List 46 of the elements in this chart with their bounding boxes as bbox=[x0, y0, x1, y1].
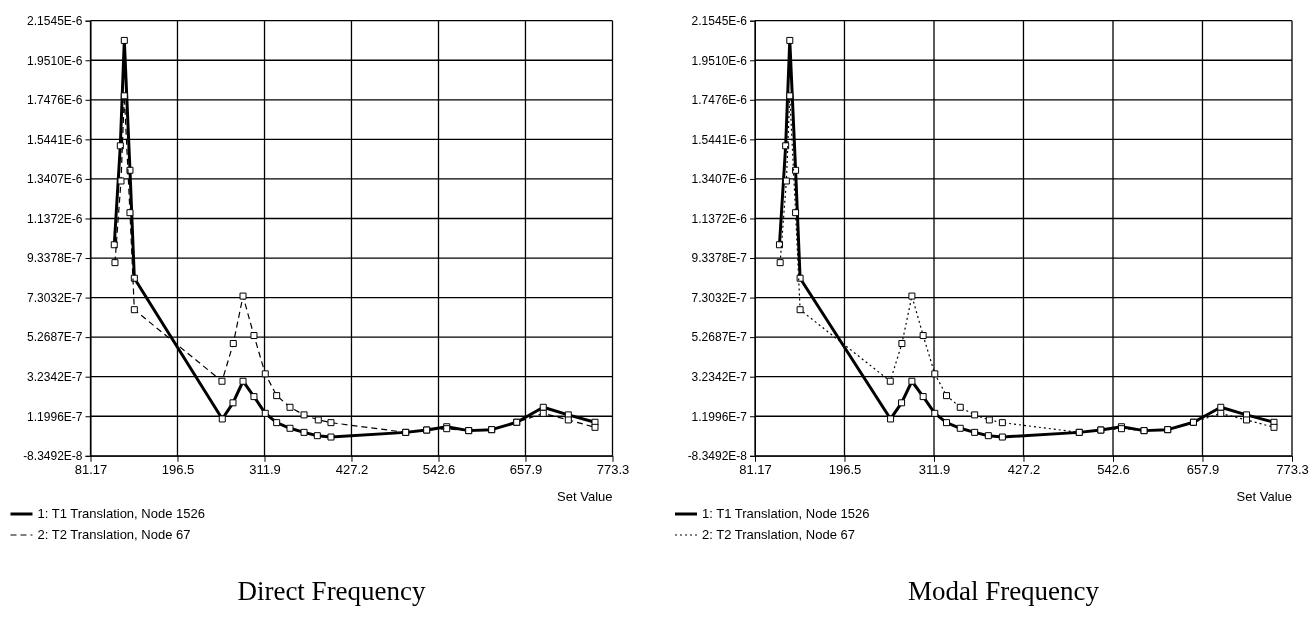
y-tick-label: -8.3492E-8 bbox=[23, 449, 83, 464]
x-tick-label: 311.9 bbox=[918, 462, 951, 478]
x-tick-label: 657.9 bbox=[509, 462, 543, 478]
y-tick-label: 1.3407E-6 bbox=[27, 172, 83, 187]
y-tick-label: 1.3407E-6 bbox=[691, 172, 748, 187]
y-tick-label: 5.2687E-7 bbox=[27, 330, 83, 345]
y-tick-label: 1.7476E-6 bbox=[27, 93, 83, 108]
x-tick-label: 81.17 bbox=[74, 462, 108, 478]
legend-label: 1: T1 Translation, Node 1526 bbox=[702, 506, 870, 521]
text: Modal Frequency bbox=[907, 576, 1100, 606]
y-tick-label: 3.2342E-7 bbox=[691, 370, 748, 385]
x-tick-label: 427.2 bbox=[1007, 462, 1041, 478]
x-tick-label: 81.17 bbox=[739, 462, 772, 478]
y-tick-label: 3.2342E-7 bbox=[27, 370, 83, 385]
x-axis-title: Set Value bbox=[557, 488, 613, 504]
legend-label: 1: T1 Translation, Node 1526 bbox=[37, 506, 205, 521]
y-tick-label: 1.9510E-6 bbox=[27, 53, 83, 68]
legend-label: 2: T2 Translation, Node 67 bbox=[37, 527, 191, 542]
y-tick-label: 5.2687E-7 bbox=[691, 330, 748, 345]
legend-label: 2: T2 Translation, Node 67 bbox=[702, 527, 855, 542]
x-axis-title: Set Value bbox=[1236, 488, 1292, 504]
y-tick-label: 2.1545E-6 bbox=[691, 14, 748, 29]
y-tick-label: 1.5441E-6 bbox=[27, 132, 83, 147]
x-tick-label: 427.2 bbox=[335, 462, 369, 478]
y-tick-label: 1.1996E-7 bbox=[691, 409, 748, 424]
y-tick-label: 7.3032E-7 bbox=[27, 290, 83, 305]
x-tick-label: 657.9 bbox=[1186, 462, 1220, 478]
x-tick-label: 196.5 bbox=[161, 462, 195, 478]
x-tick-label: 542.6 bbox=[422, 462, 456, 478]
y-tick-label: 1.5441E-6 bbox=[691, 132, 748, 147]
y-tick-label: 2.1545E-6 bbox=[27, 14, 83, 29]
x-tick-label: 773.3 bbox=[1276, 462, 1309, 478]
y-tick-label: 1.7476E-6 bbox=[691, 93, 748, 108]
y-tick-label: 9.3378E-7 bbox=[27, 251, 83, 266]
y-tick-label: -8.3492E-8 bbox=[687, 449, 748, 464]
y-tick-label: 1.1372E-6 bbox=[27, 211, 83, 226]
y-tick-label: 1.9510E-6 bbox=[691, 53, 748, 68]
y-tick-label: 1.1372E-6 bbox=[691, 211, 748, 226]
y-tick-label: 7.3032E-7 bbox=[691, 290, 748, 305]
x-tick-label: 311.9 bbox=[249, 462, 281, 478]
x-tick-label: 196.5 bbox=[828, 462, 862, 478]
y-tick-label: 1.1996E-7 bbox=[27, 409, 83, 424]
x-tick-label: 542.6 bbox=[1097, 462, 1130, 478]
x-tick-label: 773.3 bbox=[596, 462, 630, 478]
y-tick-label: 9.3378E-7 bbox=[691, 251, 748, 266]
text: Direct Frequency bbox=[237, 576, 427, 606]
